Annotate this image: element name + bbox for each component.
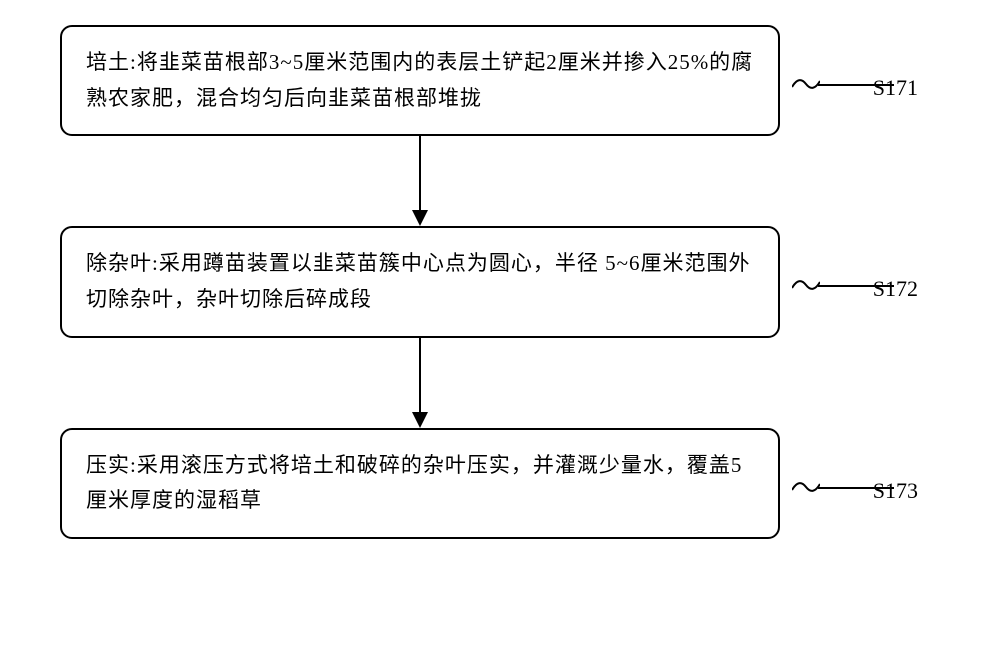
step-label-1: S171 — [873, 75, 918, 101]
step-text-2: 除杂叶:采用蹲苗装置以韭菜苗簇中心点为圆心，半径 5~6厘米范围外切除杂叶，杂叶… — [86, 246, 754, 317]
connector-curve-1 — [792, 75, 820, 93]
flowchart-container: 培土:将韭菜苗根部3~5厘米范围内的表层土铲起2厘米并掺入25%的腐熟农家肥，混… — [60, 25, 940, 539]
arrow-head-1 — [412, 210, 428, 226]
connector-curve-3 — [792, 478, 820, 496]
step-box-1: 培土:将韭菜苗根部3~5厘米范围内的表层土铲起2厘米并掺入25%的腐熟农家肥，混… — [60, 25, 780, 136]
step-box-2: 除杂叶:采用蹲苗装置以韭菜苗簇中心点为圆心，半径 5~6厘米范围外切除杂叶，杂叶… — [60, 226, 780, 337]
connector-curve-2 — [792, 276, 820, 294]
step-text-3: 压实:采用滚压方式将培土和破碎的杂叶压实，并灌溉少量水，覆盖5厘米厚度的湿稻草 — [86, 448, 754, 519]
arrow-1 — [60, 136, 780, 226]
step-text-1: 培土:将韭菜苗根部3~5厘米范围内的表层土铲起2厘米并掺入25%的腐熟农家肥，混… — [86, 45, 754, 116]
arrow-line-1 — [419, 136, 421, 211]
step-label-3: S173 — [873, 478, 918, 504]
step-label-2: S172 — [873, 276, 918, 302]
step-box-3: 压实:采用滚压方式将培土和破碎的杂叶压实，并灌溉少量水，覆盖5厘米厚度的湿稻草 … — [60, 428, 780, 539]
arrow-2 — [60, 338, 780, 428]
arrow-line-2 — [419, 338, 421, 413]
arrow-head-2 — [412, 412, 428, 428]
